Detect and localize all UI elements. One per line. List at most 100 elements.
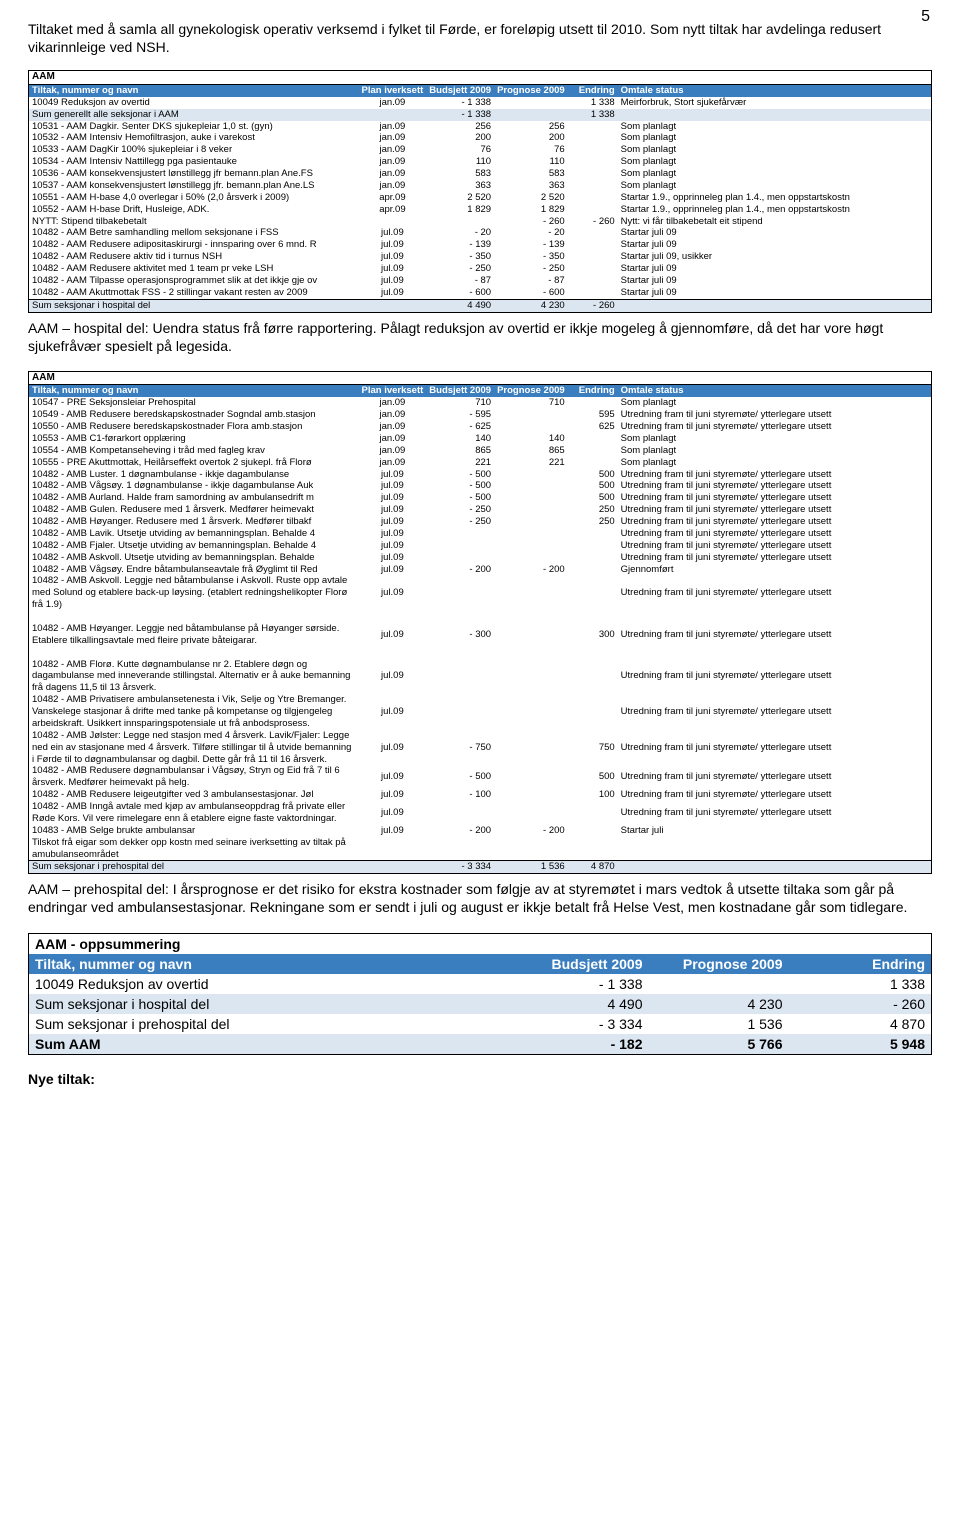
cell-endring: 500 xyxy=(568,469,618,481)
cell-prognose: - 260 xyxy=(494,216,568,228)
cell-endring xyxy=(568,564,618,576)
cell-budsjett: 110 xyxy=(426,156,494,168)
cell-budsjett: 2 520 xyxy=(426,192,494,204)
cell-plan: jul.09 xyxy=(359,227,427,239)
cell-status: Utredning fram til juni styremøte/ ytter… xyxy=(618,730,932,766)
cell-plan: jul.09 xyxy=(359,564,427,576)
cell-name: 10537 - AAM konsekvensjustert lønstilleg… xyxy=(29,180,359,192)
cell-name: 10482 - AMB Fjaler. Utsetje utviding av … xyxy=(29,540,359,552)
cell-status: Som planlagt xyxy=(618,168,932,180)
nye-tiltak-heading: Nye tiltak: xyxy=(28,1071,932,1087)
cell-endring xyxy=(568,156,618,168)
cell-prognose: - 250 xyxy=(494,263,568,275)
cell-budsjett: 256 xyxy=(426,121,494,133)
cell-prognose: 221 xyxy=(494,457,568,469)
cell-budsjett: 363 xyxy=(426,180,494,192)
cell-status: Startar 1.9., opprinneleg plan 1.4., men… xyxy=(618,204,932,216)
cell-name: 10482 - AAM Betre samhandling mellom sek… xyxy=(29,227,359,239)
cell-budsjett: - 200 xyxy=(426,564,494,576)
cell-budsjett: - 1 338 xyxy=(426,97,494,109)
cell-status: Startar juli xyxy=(618,825,932,837)
cell-budsjett: - 500 xyxy=(426,469,494,481)
col-status: Omtale status xyxy=(618,84,932,96)
cell-status xyxy=(618,109,932,121)
cell-budsjett: - 200 xyxy=(426,825,494,837)
cell-status: Startar juli 09 xyxy=(618,275,932,287)
cell-plan: jul.09 xyxy=(359,287,427,299)
cell-prognose: 200 xyxy=(494,132,568,144)
cell-endring: 500 xyxy=(568,765,618,789)
cell-endring xyxy=(568,433,618,445)
cell-prognose xyxy=(494,552,568,564)
cell-status: Utredning fram til juni styremøte/ ytter… xyxy=(618,659,932,695)
cell-name: 10482 - AMB Lavik. Utsetje utviding av b… xyxy=(29,528,359,540)
cell-plan: jan.09 xyxy=(359,132,427,144)
cell-status: Startar juli 09 xyxy=(618,263,932,275)
col-prognose: Prognose 2009 xyxy=(494,84,568,96)
col-endring: Endring xyxy=(568,385,618,397)
cell-plan: jul.09 xyxy=(359,575,427,611)
cell-budsjett: - 139 xyxy=(426,239,494,251)
cell-prognose xyxy=(494,801,568,825)
cell-endring xyxy=(568,445,618,457)
cell-endring xyxy=(568,397,618,409)
cell-status: Startar juli 09 xyxy=(618,239,932,251)
cell-plan: jul.09 xyxy=(359,480,427,492)
note-prehospital: AAM – prehospital del: I årsprognose er … xyxy=(28,880,932,916)
cell-name: 10551 - AAM H-base 4,0 overlegar i 50% (… xyxy=(29,192,359,204)
cell-endring: 1 338 xyxy=(568,97,618,109)
cell-status: Som planlagt xyxy=(618,445,932,457)
cell-name: 10482 - AAM Akuttmottak FSS - 2 stilling… xyxy=(29,287,359,299)
cell-prognose: - 139 xyxy=(494,239,568,251)
cell-plan: jul.09 xyxy=(359,263,427,275)
sum-col-name: Tiltak, nummer og navn xyxy=(29,954,509,974)
cell-endring: 300 xyxy=(568,623,618,647)
sum-prog: 1 536 xyxy=(649,1014,789,1034)
cell-status: Utredning fram til juni styremøte/ ytter… xyxy=(618,421,932,433)
sum-name: Sum seksjonar i prehospital del xyxy=(29,1014,509,1034)
cell-name: 10482 - AMB Florø. Kutte døgnambulanse n… xyxy=(29,659,359,695)
cell-prognose xyxy=(494,480,568,492)
cell-prognose xyxy=(494,516,568,528)
cell-status: Utredning fram til juni styremøte/ ytter… xyxy=(618,516,932,528)
cell-prognose: 110 xyxy=(494,156,568,168)
cell-prognose: 256 xyxy=(494,121,568,133)
cell-prognose: - 200 xyxy=(494,564,568,576)
summary-section: AAM - oppsummering xyxy=(29,933,932,954)
cell-endring: 500 xyxy=(568,492,618,504)
cell-name: 10482 - AMB Inngå avtale med kjøp av amb… xyxy=(29,801,359,825)
cell-plan: jan.09 xyxy=(359,433,427,445)
cell-plan: jul.09 xyxy=(359,825,427,837)
cell-budsjett: - 500 xyxy=(426,765,494,789)
cell-budsjett: 200 xyxy=(426,132,494,144)
cell-budsjett xyxy=(426,575,494,611)
cell-budsjett: - 100 xyxy=(426,789,494,801)
aam-hospital-table: AAM Tiltak, nummer og navn Plan iverkset… xyxy=(28,70,932,312)
spacer-row xyxy=(29,611,932,623)
cell-budsjett xyxy=(426,837,494,861)
cell-plan: jan.09 xyxy=(359,156,427,168)
cell-name: 10482 - AAM Tilpasse operasjonsprogramme… xyxy=(29,275,359,287)
cell-prognose xyxy=(494,409,568,421)
cell-endring: - 260 xyxy=(568,216,618,228)
cell-budsjett: - 600 xyxy=(426,287,494,299)
cell-name: 10482 - AMB Vågsøy. Endre båtambulanseav… xyxy=(29,564,359,576)
cell-endring xyxy=(568,168,618,180)
cell-budsjett: - 595 xyxy=(426,409,494,421)
cell-endring: 625 xyxy=(568,421,618,433)
cell-budsjett xyxy=(426,694,494,730)
cell-prognose: 363 xyxy=(494,180,568,192)
cell-prognose: - 200 xyxy=(494,825,568,837)
cell-budsjett: - 250 xyxy=(426,263,494,275)
cell-status: Gjennomført xyxy=(618,564,932,576)
cell-status: Nytt: vi får tilbakebetalt eit stipend xyxy=(618,216,932,228)
cell-budsjett: 1 829 xyxy=(426,204,494,216)
col-plan: Plan iverksett xyxy=(359,84,427,96)
cell-plan: jul.09 xyxy=(359,730,427,766)
cell-plan: jul.09 xyxy=(359,251,427,263)
cell-name: 10482 - AMB Høyanger. Leggje ned båtambu… xyxy=(29,623,359,647)
cell-name: 10553 - AMB C1-førarkort opplæring xyxy=(29,433,359,445)
cell-endring: 250 xyxy=(568,516,618,528)
cell-prognose: - 87 xyxy=(494,275,568,287)
col-endring: Endring xyxy=(568,84,618,96)
